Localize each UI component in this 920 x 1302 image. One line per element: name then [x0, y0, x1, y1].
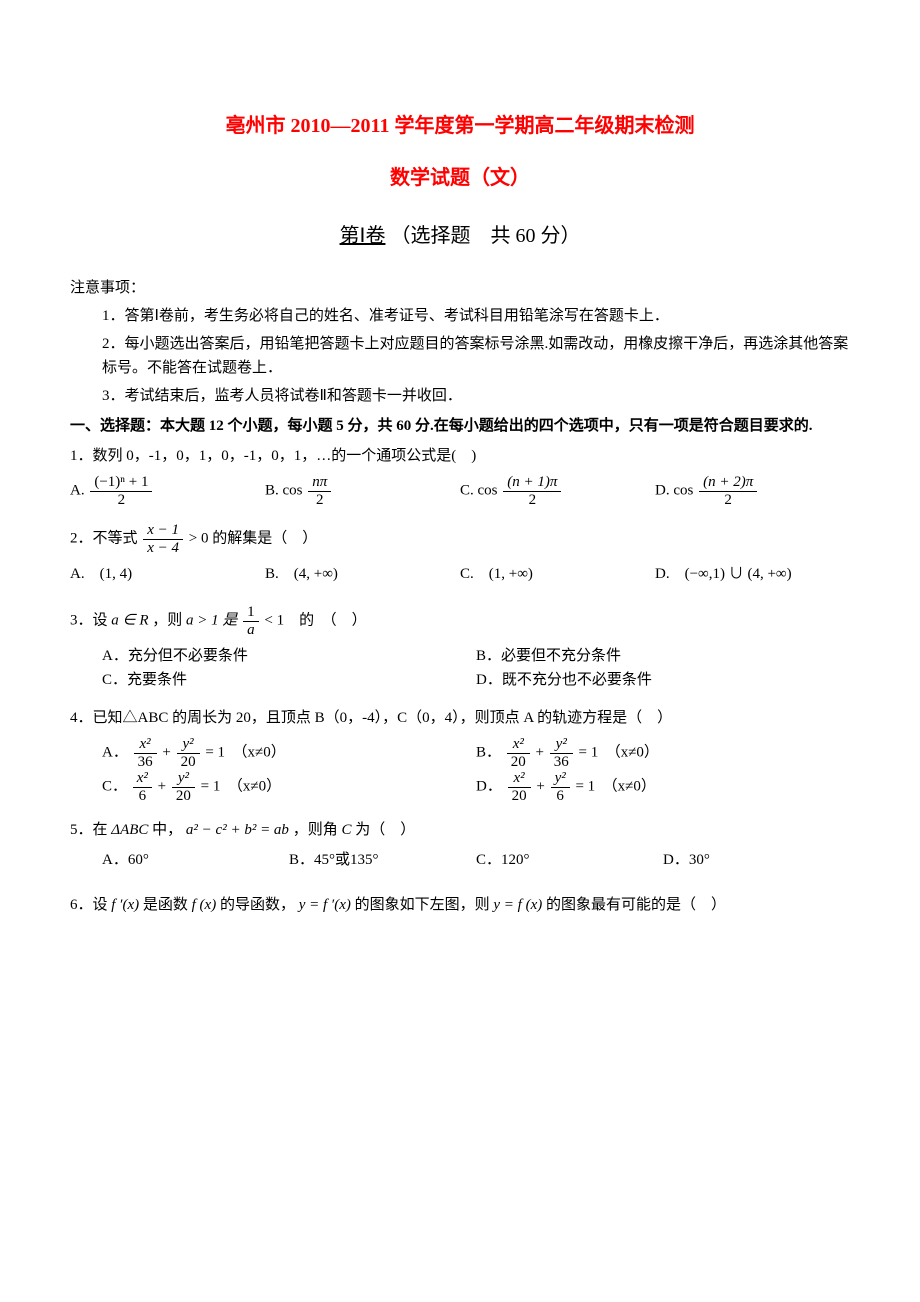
q3-B: B．必要但不充分条件	[476, 644, 850, 668]
q1-D: D. cos (n + 2)π2	[655, 474, 850, 508]
q2-D: D. (−∞,1) ∪ (4, +∞)	[655, 562, 850, 586]
q1-stem: 1．数列 0，-1，0，1，0，-1，0，1，…的一个通项公式是( )	[70, 444, 850, 468]
q3-C: C．充要条件	[102, 668, 476, 692]
q4-C: C． x²6 + y²20 = 1 （x≠0）	[102, 770, 476, 804]
notice-2: 2．每小题选出答案后，用铅笔把答题卡上对应题目的答案标号涂黑.如需改动，用橡皮擦…	[70, 332, 850, 380]
notice-3: 3．考试结束后，监考人员将试卷Ⅱ和答题卡一并收回．	[70, 384, 850, 408]
notice-head: 注意事项：	[70, 276, 850, 300]
q5-options: A．60° B．45°或135° C．120° D．30°	[70, 848, 850, 872]
q2-C: C. (1, +∞)	[460, 562, 655, 586]
q1-C: C. cos (n + 1)π2	[460, 474, 655, 508]
q2-stem: 2．不等式 x − 1x − 4 > 0 的解集是（ ）	[70, 522, 850, 556]
exam-page: 亳州市 2010—2011 学年度第一学期高二年级期末检测 数学试题（文） 第Ⅰ…	[0, 0, 920, 984]
q3-stem: 3．设 a ∈ R ，则 a > 1 是 1a < 1 的 （ ）	[70, 604, 850, 638]
title3-rest: （选择题 共 60 分）	[390, 225, 580, 247]
q5-stem: 5．在 ΔABC 中， a² − c² + b² = ab ，则角 C 为（ ）	[70, 818, 850, 842]
q4-B: B． x²20 + y²36 = 1 （x≠0）	[476, 736, 850, 770]
q3-D: D．既不充分也不必要条件	[476, 668, 850, 692]
q4-D: D． x²20 + y²6 = 1 （x≠0）	[476, 770, 850, 804]
q5-D: D．30°	[663, 848, 850, 872]
q4-options: A． x²36 + y²20 = 1 （x≠0） B． x²20 + y²36 …	[70, 736, 850, 804]
q3-options: A．充分但不必要条件 B．必要但不充分条件 C．充要条件 D．既不充分也不必要条…	[70, 644, 850, 692]
q2-options: A. (1, 4) B. (4, +∞) C. (1, +∞) D. (−∞,1…	[70, 562, 850, 586]
title-line-2: 数学试题（文）	[70, 162, 850, 194]
q2-A: A. (1, 4)	[70, 562, 265, 586]
notice-1: 1．答第Ⅰ卷前，考生务必将自己的姓名、准考证号、考试科目用铅笔涂写在答题卡上．	[70, 304, 850, 328]
q5-C: C．120°	[476, 848, 663, 872]
title-line-3: 第Ⅰ卷 （选择题 共 60 分）	[70, 220, 850, 252]
q2-B: B. (4, +∞)	[265, 562, 460, 586]
q6-stem: 6．设 f ′(x) 是函数 f (x) 的导函数， y = f ′(x) 的图…	[70, 890, 850, 920]
q4-A: A． x²36 + y²20 = 1 （x≠0）	[102, 736, 476, 770]
q1-A: A. (−1)ⁿ + 12	[70, 474, 265, 508]
q5-B: B．45°或135°	[289, 848, 476, 872]
q1-options: A. (−1)ⁿ + 12 B. cos nπ2 C. cos (n + 1)π…	[70, 474, 850, 508]
q3-A: A．充分但不必要条件	[102, 644, 476, 668]
q5-A: A．60°	[102, 848, 289, 872]
q4-stem: 4．已知△ABC 的周长为 20，且顶点 B（0，-4），C（0，4），则顶点 …	[70, 706, 850, 730]
q1-B: B. cos nπ2	[265, 474, 460, 508]
section-1-head: 一、选择题：本大题 12 个小题，每小题 5 分，共 60 分.在每小题给出的四…	[70, 414, 850, 438]
title3-prefix: 第Ⅰ卷	[340, 225, 386, 247]
title-line-1: 亳州市 2010—2011 学年度第一学期高二年级期末检测	[70, 110, 850, 142]
